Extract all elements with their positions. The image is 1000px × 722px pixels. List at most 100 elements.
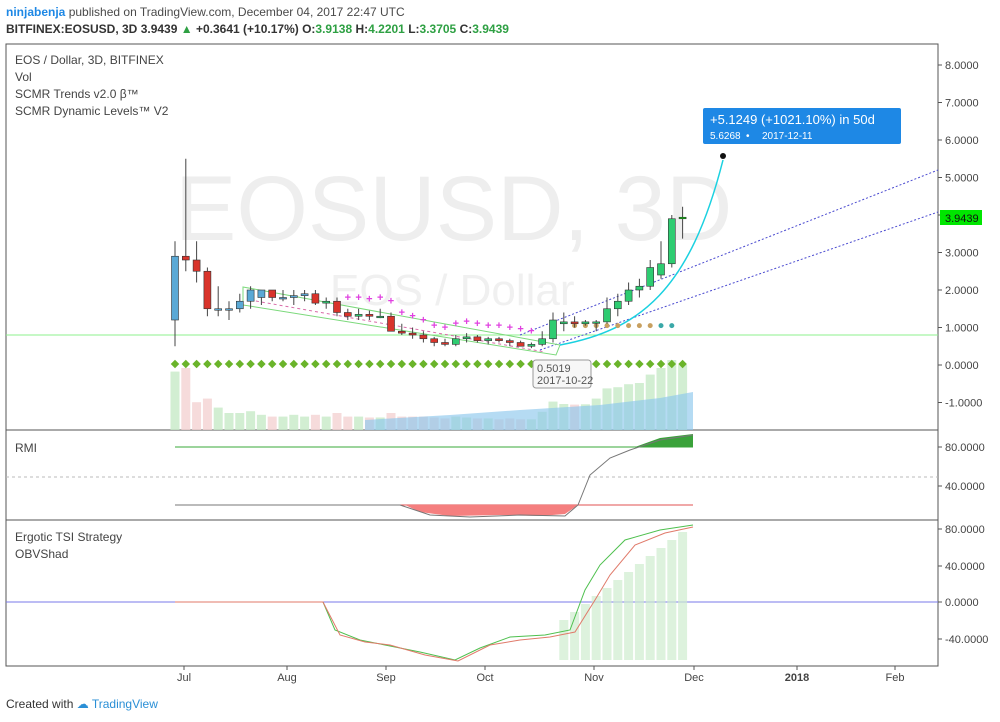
- candle-body[interactable]: [365, 314, 374, 317]
- rmi-label[interactable]: RMI: [15, 441, 37, 455]
- obv-bar: [570, 612, 580, 660]
- low-marker: 0.5019 2017-10-22: [532, 359, 593, 389]
- candle-body[interactable]: [430, 338, 439, 343]
- obv-label[interactable]: OBVShad: [15, 547, 69, 561]
- tsi-label[interactable]: Ergotic TSI Strategy: [15, 530, 123, 544]
- candle-body[interactable]: [549, 319, 557, 340]
- legend-levels[interactable]: SCMR Dynamic Levels™ V2: [15, 104, 169, 118]
- candle-body[interactable]: [171, 255, 179, 321]
- candle-body[interactable]: [246, 289, 255, 302]
- candle-body[interactable]: [322, 300, 331, 304]
- pink-cross-marker: +: [517, 324, 523, 336]
- volume-bar: [235, 413, 245, 430]
- candle-body[interactable]: [289, 295, 298, 298]
- rmi-tick-label: 40.0000: [945, 481, 985, 493]
- published-text: published on TradingView.com, December 0…: [68, 5, 405, 19]
- rmi-oversold-fill: [405, 505, 578, 516]
- candle-body[interactable]: [225, 308, 233, 311]
- green-diamond-dot: [354, 359, 363, 369]
- tsi-green-line: [175, 524, 694, 661]
- candle-body[interactable]: [624, 289, 633, 302]
- price-tick-label: 6.0000: [945, 135, 979, 147]
- candle-body[interactable]: [667, 218, 676, 265]
- candle-body[interactable]: [527, 344, 536, 347]
- obv-bar: [624, 572, 634, 660]
- candle-body[interactable]: [495, 338, 503, 341]
- candle-body[interactable]: [192, 259, 201, 272]
- green-diamond-dot: [386, 359, 396, 369]
- candle-body[interactable]: [451, 338, 460, 345]
- legend-symbol[interactable]: EOS / Dollar, 3D, BITFINEX: [15, 53, 164, 67]
- candle-body[interactable]: [300, 293, 309, 296]
- candle-body[interactable]: [397, 330, 406, 334]
- candle-body[interactable]: [559, 321, 568, 325]
- candle-body[interactable]: [343, 312, 352, 317]
- candle-body[interactable]: [419, 334, 428, 340]
- tsi-tick-label: 80.0000: [945, 524, 985, 536]
- candle-body[interactable]: [516, 342, 525, 347]
- candle-body[interactable]: [484, 338, 493, 341]
- price-axis[interactable]: 8.00007.00006.00005.00004.00003.00002.00…: [938, 60, 982, 410]
- footer: Created with ☁ TradingView: [6, 697, 158, 711]
- level-dot: [615, 323, 621, 329]
- candle-body[interactable]: [635, 285, 644, 291]
- projection-label: +5.1249 (+1021.10%) in 50d 5.6268 • 2017…: [703, 108, 901, 144]
- candle-body[interactable]: [657, 263, 665, 276]
- pink-cross-marker: +: [399, 307, 405, 319]
- price-tick-label: 1.0000: [945, 323, 979, 335]
- projection-date: 2017-12-11: [762, 131, 813, 142]
- candle-body[interactable]: [570, 321, 579, 325]
- legend-trends[interactable]: SCMR Trends v2.0 β™: [15, 87, 139, 101]
- candle-body[interactable]: [473, 336, 482, 341]
- pink-cross-marker: +: [442, 322, 448, 334]
- candle-body[interactable]: [268, 289, 277, 298]
- candle-body[interactable]: [603, 308, 611, 323]
- candle-body[interactable]: [646, 267, 655, 287]
- volume-bar: [354, 416, 364, 430]
- obv-bar: [580, 604, 590, 660]
- last-price-tag-text: 3.9439: [945, 213, 979, 225]
- candle-body[interactable]: [214, 308, 222, 311]
- candle-body[interactable]: [408, 332, 417, 336]
- channel-outline: [242, 286, 561, 356]
- green-diamond-dot: [419, 359, 428, 369]
- candles-group[interactable]: [171, 158, 687, 349]
- candle-body[interactable]: [279, 297, 287, 300]
- candle-body[interactable]: [441, 342, 449, 345]
- pink-cross-marker: +: [355, 292, 361, 304]
- price-tick-label: 7.0000: [945, 98, 979, 110]
- green-diamond-dot: [397, 359, 407, 369]
- obv-bar: [678, 532, 688, 660]
- green-diamond-dot: [332, 359, 342, 369]
- projection-curve: [559, 159, 724, 346]
- candle-body[interactable]: [581, 321, 590, 325]
- candle-body[interactable]: [236, 300, 244, 310]
- candle-body[interactable]: [538, 338, 547, 345]
- candle-body[interactable]: [592, 321, 601, 324]
- candle-body[interactable]: [257, 289, 266, 298]
- candle-body[interactable]: [203, 270, 212, 310]
- candle-body[interactable]: [333, 300, 341, 313]
- candle-body[interactable]: [505, 340, 514, 343]
- candle-body[interactable]: [462, 336, 471, 340]
- time-axis[interactable]: Jul Aug Sep Oct Nov Dec 2018 Feb: [177, 666, 905, 684]
- author-link[interactable]: ninjabenja: [6, 5, 66, 19]
- candle-body[interactable]: [311, 293, 320, 304]
- tradingview-brand[interactable]: TradingView: [91, 697, 158, 711]
- candle-body[interactable]: [678, 216, 687, 220]
- green-diamond-dot: [170, 359, 180, 369]
- green-diamond-dot: [192, 359, 201, 369]
- green-diamond-dot: [343, 359, 353, 369]
- candle-body[interactable]: [387, 315, 395, 332]
- volume-bar: [267, 416, 277, 430]
- candle-body[interactable]: [182, 255, 190, 261]
- legend-volume[interactable]: Vol: [15, 70, 32, 84]
- tradingview-logo-icon[interactable]: ☁: [76, 697, 89, 711]
- candle-body[interactable]: [613, 300, 622, 310]
- green-diamond-dot: [591, 359, 601, 369]
- open-label: O:: [302, 22, 316, 36]
- level-dot: [604, 323, 610, 329]
- candle-body[interactable]: [376, 315, 385, 319]
- candle-body[interactable]: [354, 314, 363, 317]
